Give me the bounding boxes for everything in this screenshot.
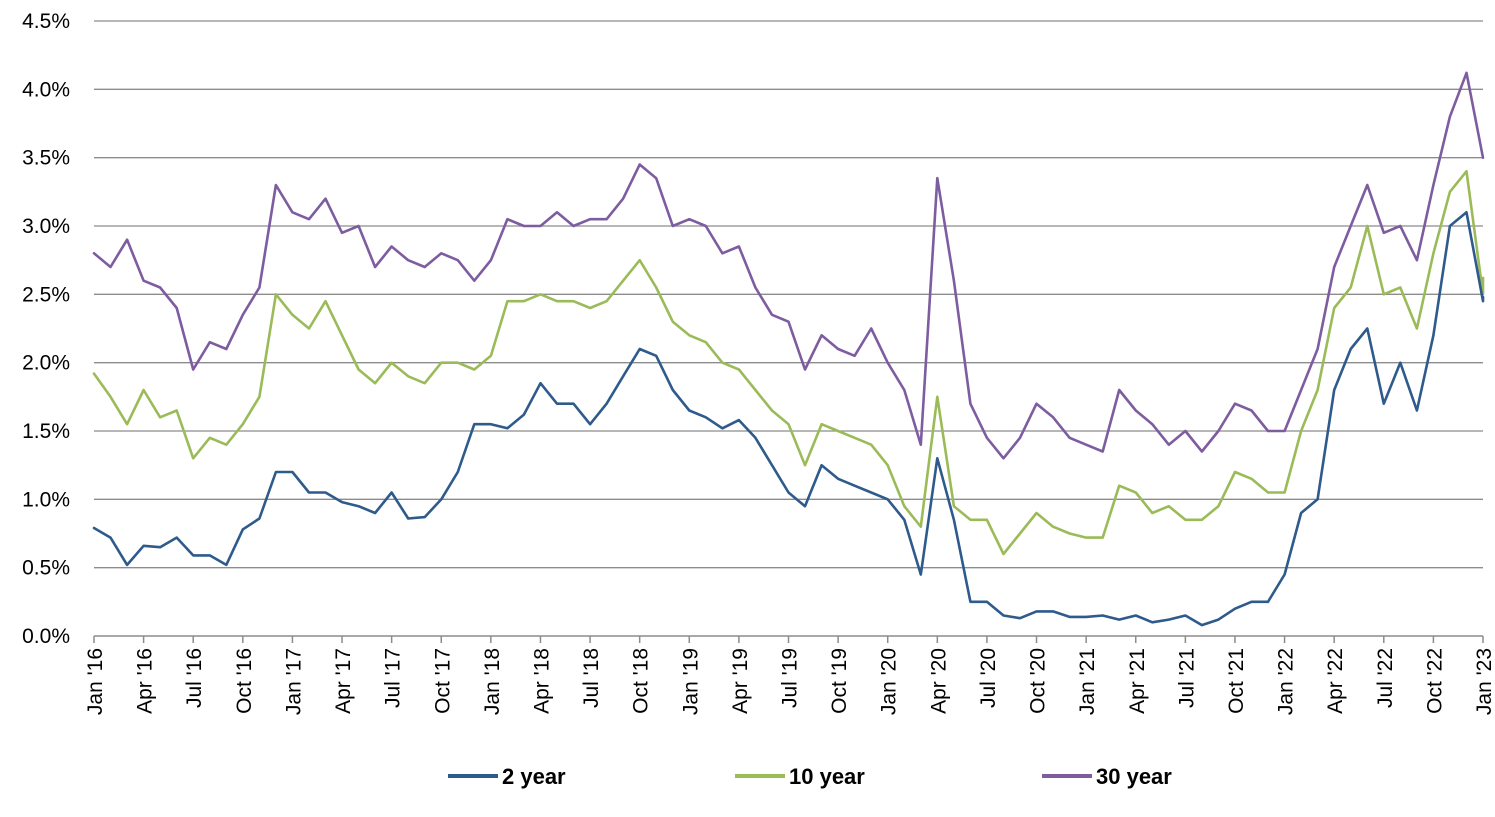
y-tick-label: 1.5%: [22, 420, 70, 443]
x-tick-label: Jul '20: [977, 648, 1000, 708]
x-tick-label: Oct '17: [431, 648, 454, 714]
y-tick-label: 3.5%: [22, 147, 70, 170]
x-tick-label: Oct '19: [828, 648, 851, 714]
x-tick-label: Jul '16: [183, 648, 206, 708]
series-line-10-year: [92, 170, 1485, 556]
x-tick-label: Jan '18: [481, 648, 504, 715]
grid: [94, 20, 1483, 569]
y-tick-label: 0.0%: [22, 625, 70, 648]
x-tick-label: Apr '21: [1126, 648, 1149, 714]
x-tick-label: Oct '16: [233, 648, 256, 714]
x-tick-label: Jan '22: [1275, 648, 1298, 715]
y-tick-label: 1.0%: [22, 488, 70, 511]
y-tick-label: 4.5%: [22, 10, 70, 33]
x-tick-label: Oct '18: [630, 648, 653, 714]
x-tick-label: Jan '20: [878, 648, 901, 715]
legend-label: 30 year: [1096, 764, 1172, 789]
x-tick-label: Jan '17: [282, 648, 305, 715]
x-tick-label: Apr '16: [134, 648, 157, 714]
x-tick-label: Oct '20: [1027, 648, 1050, 714]
y-tick-label: 2.0%: [22, 352, 70, 375]
legend-label: 2 year: [502, 764, 566, 789]
y-axis: 0.0% 0.5% 1.0% 1.5% 2.0% 2.5% 3.0% 3.5% 4.0% 4.5%: [22, 10, 70, 648]
y-tick-label: 4.0%: [22, 78, 70, 101]
x-tick-label: Jul '18: [580, 648, 603, 708]
x-tick-label: Apr '17: [332, 648, 355, 714]
x-tick-label: Oct '22: [1423, 648, 1446, 714]
x-tick-label: Jul '19: [779, 648, 802, 708]
x-tick-label: Jul '17: [382, 648, 405, 708]
x-tick-label: Jul '22: [1374, 648, 1397, 708]
series-line-30-year: [92, 71, 1485, 460]
series-line-2-year: [92, 211, 1485, 627]
x-tick-label: Jan '23: [1473, 648, 1495, 715]
x-axis: Jan '16 Apr '16 Jul '16 Oct '16 Jan '17 Apr '…: [84, 635, 1495, 715]
x-tick-label: Apr '19: [729, 648, 752, 714]
y-tick-label: 2.5%: [22, 283, 70, 306]
y-tick-label: 0.5%: [22, 557, 70, 580]
legend: 2 year 10 year 30 year: [448, 764, 1172, 789]
legend-label: 10 year: [789, 764, 865, 789]
x-tick-label: Apr '18: [530, 648, 553, 714]
series-group: [92, 71, 1485, 627]
y-tick-label: 3.0%: [22, 215, 70, 238]
x-tick-label: Jan '19: [679, 648, 702, 715]
x-tick-label: Apr '22: [1324, 648, 1347, 714]
x-tick-label: Jan '21: [1076, 648, 1099, 715]
x-tick-label: Apr '20: [927, 648, 950, 714]
x-tick-label: Jul '21: [1175, 648, 1198, 708]
x-tick-label: Jan '16: [84, 648, 107, 715]
x-tick-label: Oct '21: [1225, 648, 1248, 714]
